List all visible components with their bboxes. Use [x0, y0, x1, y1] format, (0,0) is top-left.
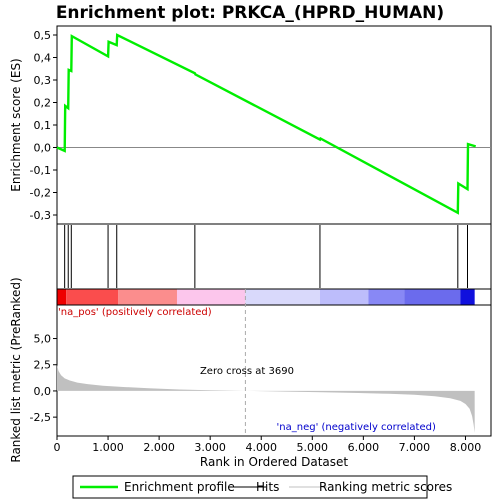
x-tick-label: 5.000	[297, 441, 329, 454]
x-tick-label: 3.000	[194, 441, 226, 454]
es-y-tick-label: 0,1	[34, 119, 52, 132]
x-tick-label: 1.000	[92, 441, 124, 454]
negative-correlation-label: 'na_neg' (negatively correlated)	[277, 422, 436, 433]
es-y-tick-label: 0,0	[34, 142, 52, 155]
metric-y-tick-label: 0,0	[34, 385, 52, 398]
enrichment-panel: -0,3 -0,2 -0,1 0,0 0,1 0,2 0,3 0,4 0,5 Enrichmen…	[9, 25, 492, 225]
zero-cross-label: Zero cross at 3690	[200, 366, 294, 377]
hits-lines	[64, 225, 469, 288]
enrichment-profile-line	[56, 33, 477, 215]
metric-y-tick-label: 5,0	[34, 333, 52, 346]
x-axis-label: Rank in Ordered Dataset	[200, 455, 348, 469]
metric-y-tick-label: -2,5	[30, 411, 51, 424]
es-y-tick-label: -0,1	[30, 164, 51, 177]
colorbar-segment	[368, 289, 405, 305]
legend-label: Enrichment profile	[124, 480, 235, 494]
es-y-tick-label: 0,3	[34, 74, 52, 87]
es-y-tick-label: 0,2	[34, 97, 52, 110]
x-tick-label: 4.000	[245, 441, 277, 454]
legend-label: Ranking metric scores	[319, 480, 452, 494]
es-y-tick-label: -0,3	[30, 209, 51, 222]
metric-y-tick-label: 2,5	[34, 359, 52, 372]
ranking-colorbar	[57, 289, 475, 305]
x-tick-label: 6.000	[348, 441, 380, 454]
metric-y-axis-label: Ranked list metric (PreRanked)	[9, 277, 23, 462]
colorbar-segment	[66, 289, 119, 305]
colorbar-segment	[176, 289, 246, 305]
colorbar-segment	[57, 289, 67, 305]
es-y-tick-label: 0,4	[34, 52, 52, 65]
enrichment-y-axis-label: Enrichment score (ES)	[9, 58, 23, 191]
ranked-metric-panel: -2,5 0,0 2,5 5,0 'na_pos' (positively corre…	[9, 277, 492, 463]
legend: Enrichment profile Hits Ranking metric sco…	[72, 475, 452, 499]
legend-label: Hits	[256, 480, 279, 494]
chart-title: Enrichment plot: PRKCA_(HPRD_HUMAN)	[56, 3, 444, 23]
colorbar-segment	[460, 289, 475, 305]
x-axis-ticks: 0 1.000 2.000 3.000 4.000 5.000 6.000 7.000 8.00…	[54, 436, 482, 454]
metric-y-ticks: -2,5 0,0 2,5 5,0	[30, 333, 57, 424]
enrichment-y-ticks: -0,3 -0,2 -0,1 0,0 0,1 0,2 0,3 0,4 0,5	[30, 29, 57, 222]
x-tick-label: 8.000	[450, 441, 482, 454]
colorbar-segment	[404, 289, 461, 305]
positive-correlation-label: 'na_pos' (positively correlated)	[58, 307, 212, 318]
x-tick-label: 7.000	[399, 441, 431, 454]
x-tick-label: 0	[54, 441, 61, 454]
colorbar-segment	[319, 289, 369, 305]
colorbar-segment	[118, 289, 177, 305]
x-tick-label: 2.000	[143, 441, 175, 454]
es-y-tick-label: -0,2	[30, 187, 51, 200]
es-y-tick-label: 0,5	[34, 29, 52, 42]
colorbar-segment	[245, 289, 320, 305]
legend-items: Enrichment profile Hits Ranking metric sco…	[80, 480, 452, 494]
